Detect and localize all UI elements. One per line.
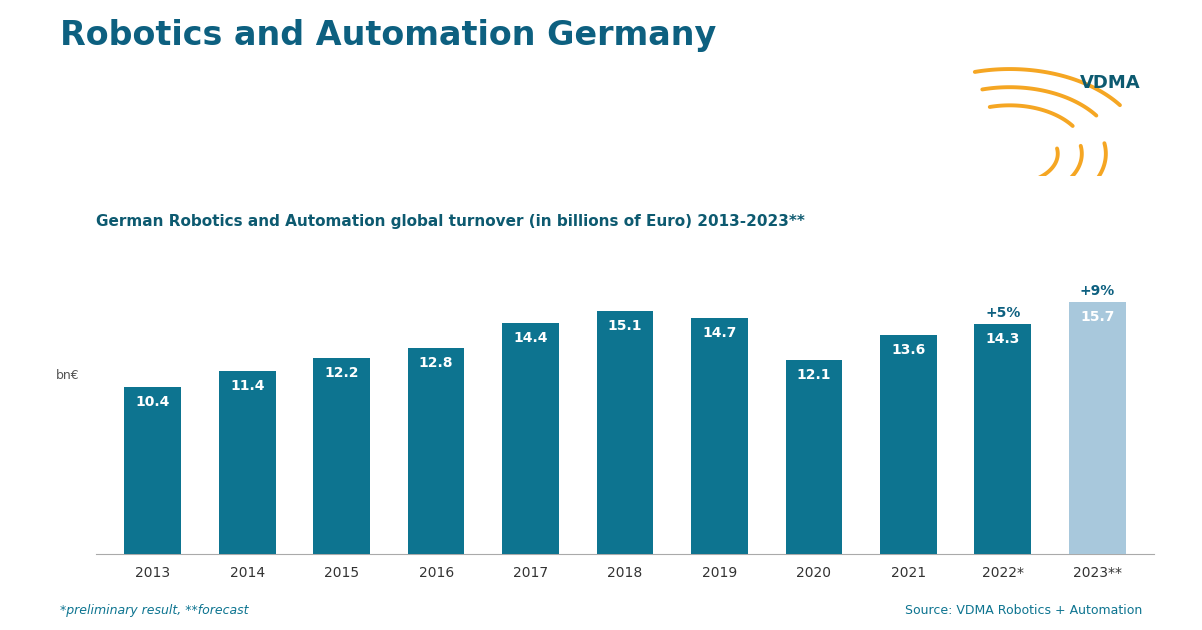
Bar [691,318,748,554]
Text: 12.8: 12.8 [419,357,453,370]
Text: 10.4: 10.4 [136,395,169,409]
Bar [407,348,464,554]
Bar [880,335,936,554]
Text: 14.7: 14.7 [702,326,737,340]
Bar [1069,302,1125,554]
Text: +9%: +9% [1079,284,1115,297]
Bar [786,360,843,554]
Bar [314,358,370,554]
Text: 15.1: 15.1 [608,319,642,333]
Bar [125,387,182,554]
Text: VDMA: VDMA [1081,74,1141,91]
Text: 12.1: 12.1 [797,368,831,382]
Text: +5%: +5% [986,306,1020,320]
Text: 14.3: 14.3 [986,332,1020,346]
Text: 13.6: 13.6 [891,343,926,357]
Text: *preliminary result, **forecast: *preliminary result, **forecast [60,604,249,617]
Text: bn€: bn€ [56,369,79,382]
Bar [219,371,275,554]
Bar [596,311,654,554]
Bar [502,323,559,554]
Text: 15.7: 15.7 [1081,310,1114,324]
Text: 12.2: 12.2 [325,366,359,380]
Text: German Robotics and Automation global turnover (in billions of Euro) 2013-2023**: German Robotics and Automation global tu… [96,214,805,229]
Text: Source: VDMA Robotics + Automation: Source: VDMA Robotics + Automation [905,604,1142,617]
Text: 11.4: 11.4 [230,379,264,393]
Text: 14.4: 14.4 [513,331,548,345]
Bar [975,324,1031,554]
Text: Robotics and Automation Germany: Robotics and Automation Germany [60,19,716,52]
